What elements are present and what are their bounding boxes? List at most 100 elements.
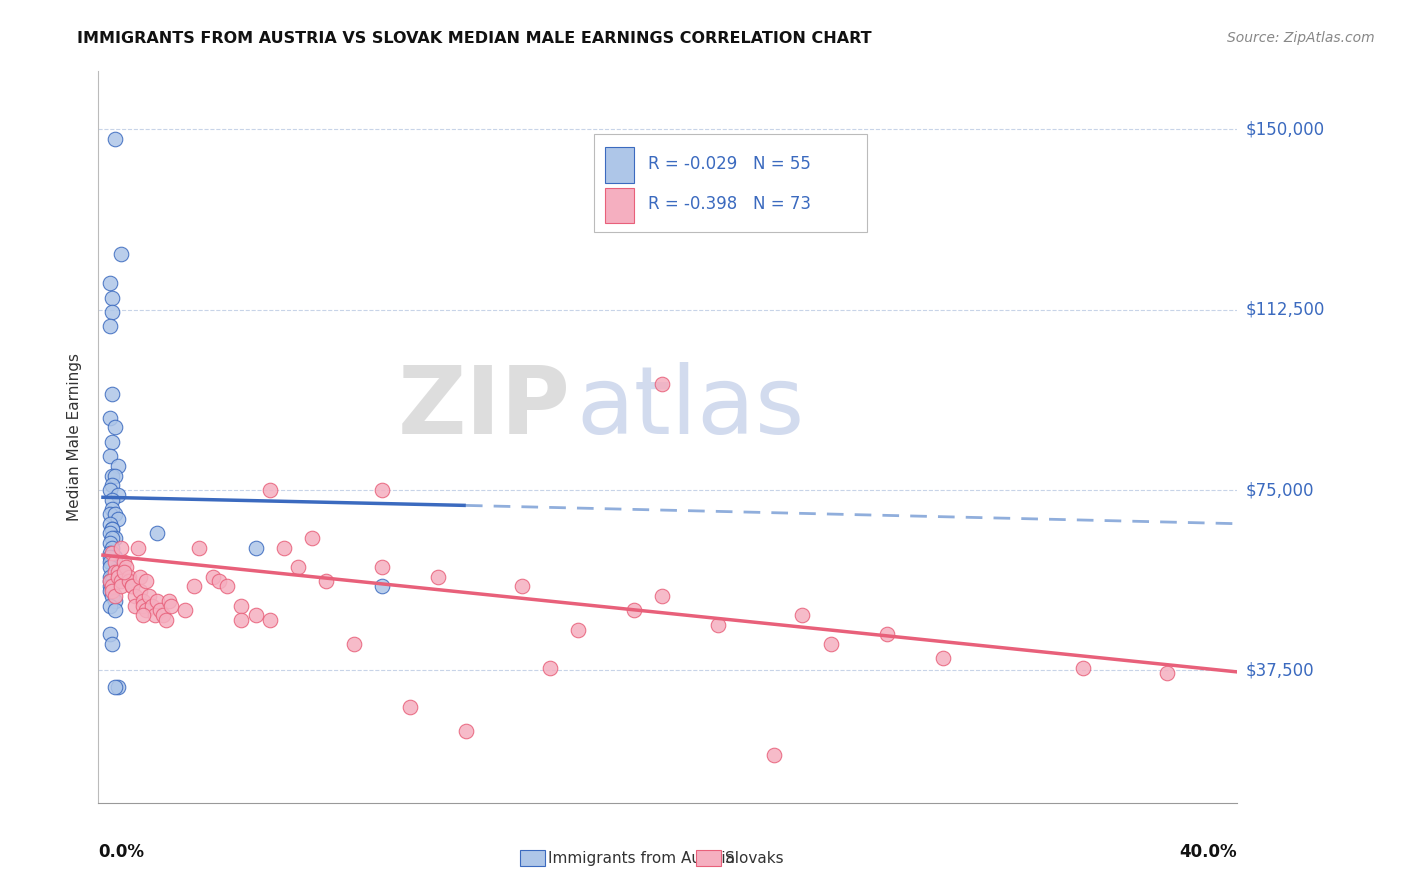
Point [121, 579, 143, 593]
Point [129, 584, 152, 599]
Point [101, 574, 124, 589]
Point [107, 569, 129, 583]
Point [454, 723, 477, 738]
Point [110, 579, 132, 593]
Text: R = -0.029   N = 55: R = -0.029 N = 55 [648, 155, 811, 173]
Point [1071, 661, 1094, 675]
Point [101, 434, 124, 449]
Text: R = -0.398   N = 73: R = -0.398 N = 73 [648, 195, 811, 213]
Point [98, 599, 121, 613]
Point [110, 247, 132, 261]
Point [104, 593, 127, 607]
Point [104, 565, 127, 579]
Point [107, 560, 129, 574]
Point [98, 579, 121, 593]
Point [112, 565, 135, 579]
Point [101, 386, 124, 401]
Point [104, 420, 127, 434]
Point [623, 603, 645, 617]
Point [98, 584, 121, 599]
Point [174, 603, 197, 617]
Point [98, 516, 121, 531]
Point [104, 555, 127, 569]
Point [398, 699, 420, 714]
Bar [696, 850, 721, 866]
Point [202, 569, 225, 583]
Point [651, 589, 673, 603]
Point [104, 507, 127, 521]
Point [98, 536, 121, 550]
Point [135, 603, 157, 617]
Point [101, 521, 124, 535]
Point [121, 579, 143, 593]
Point [157, 593, 180, 607]
Point [135, 574, 157, 589]
Point [98, 276, 121, 290]
Text: Source: ZipAtlas.com: Source: ZipAtlas.com [1227, 31, 1375, 45]
Point [118, 574, 141, 589]
Point [101, 502, 124, 516]
Point [98, 560, 121, 574]
Point [101, 589, 124, 603]
Point [98, 569, 121, 583]
Point [101, 531, 124, 545]
Text: ZIP: ZIP [398, 362, 571, 454]
Point [259, 613, 281, 627]
Point [245, 541, 267, 555]
Point [104, 589, 127, 603]
Bar [605, 188, 634, 224]
Point [115, 560, 138, 574]
Point [98, 319, 121, 334]
Point [98, 545, 121, 559]
Point [208, 574, 231, 589]
Text: 0.0%: 0.0% [98, 843, 145, 861]
Point [104, 531, 127, 545]
Point [132, 593, 155, 607]
Point [101, 637, 124, 651]
Point [371, 560, 394, 574]
Point [104, 550, 127, 565]
Point [876, 627, 898, 641]
Point [101, 579, 124, 593]
Point [231, 613, 253, 627]
Point [104, 468, 127, 483]
Point [651, 377, 673, 392]
Point [118, 569, 141, 583]
Point [231, 599, 253, 613]
Point [101, 541, 124, 555]
FancyBboxPatch shape [593, 134, 868, 232]
Point [110, 574, 132, 589]
Point [98, 450, 121, 464]
Point [820, 637, 842, 651]
Point [104, 603, 127, 617]
Point [763, 747, 786, 762]
Point [538, 661, 561, 675]
Point [104, 681, 127, 695]
Text: IMMIGRANTS FROM AUSTRIA VS SLOVAK MEDIAN MALE EARNINGS CORRELATION CHART: IMMIGRANTS FROM AUSTRIA VS SLOVAK MEDIAN… [77, 31, 872, 46]
Point [112, 555, 135, 569]
Point [98, 507, 121, 521]
Point [107, 512, 129, 526]
Point [315, 574, 337, 589]
Point [160, 599, 183, 613]
Text: $37,500: $37,500 [1246, 662, 1315, 680]
Point [371, 483, 394, 497]
Y-axis label: Median Male Earnings: Median Male Earnings [67, 353, 83, 521]
Point [138, 589, 160, 603]
Point [707, 617, 730, 632]
Text: 40.0%: 40.0% [1180, 843, 1237, 861]
Point [143, 608, 166, 623]
Point [101, 584, 124, 599]
Point [101, 555, 124, 569]
Point [273, 541, 295, 555]
Point [101, 478, 124, 492]
Point [98, 574, 121, 589]
Point [98, 555, 121, 569]
Point [510, 579, 533, 593]
Point [127, 541, 149, 555]
Text: Slovaks: Slovaks [725, 851, 783, 866]
Point [104, 565, 127, 579]
Point [188, 541, 211, 555]
Point [301, 531, 323, 545]
Point [101, 545, 124, 559]
